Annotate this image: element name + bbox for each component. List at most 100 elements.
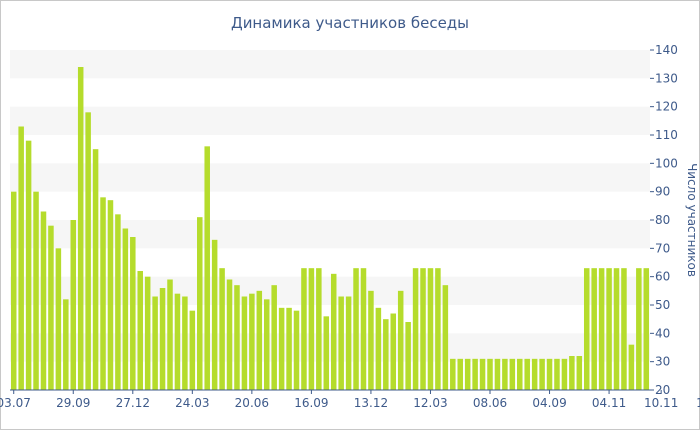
- y-tick-label: 30: [655, 355, 670, 369]
- x-tick-label: 13.12: [354, 396, 388, 410]
- grid-band: [10, 333, 650, 362]
- bars: [10, 67, 650, 390]
- bar: [397, 290, 404, 390]
- bar: [48, 225, 54, 390]
- bar: [390, 313, 397, 390]
- grid-band: [10, 106, 650, 135]
- bar: [40, 211, 47, 390]
- y-tick-labels: 20 30 40 50 60 70 80 90 100 110 120 130 140: [650, 43, 678, 397]
- bar: [368, 290, 374, 390]
- bar: [435, 268, 441, 390]
- bar: [182, 296, 188, 390]
- bar: [442, 285, 449, 390]
- bar: [427, 268, 434, 390]
- bar: [25, 140, 32, 390]
- bar: [360, 268, 367, 390]
- y-tick-label: 110: [655, 128, 678, 142]
- bar: [122, 228, 129, 390]
- bar: [591, 268, 597, 390]
- x-tick-label: 03.07: [0, 396, 31, 410]
- bar: [77, 67, 84, 390]
- bar: [167, 279, 173, 390]
- bar: [353, 268, 359, 390]
- bar: [204, 146, 210, 390]
- y-tick-label: 130: [655, 71, 678, 85]
- bar: [130, 237, 136, 390]
- bar: [583, 268, 590, 390]
- bar: [487, 358, 493, 390]
- bar: [137, 271, 143, 390]
- bar: [375, 307, 382, 390]
- bar: [554, 358, 560, 390]
- grid-band: [10, 50, 650, 79]
- grid-band: [10, 163, 650, 192]
- bar: [338, 296, 344, 390]
- bar: [70, 220, 77, 390]
- bar: [383, 319, 389, 390]
- bar: [308, 268, 315, 390]
- bar: [494, 358, 501, 390]
- bar: [546, 358, 553, 390]
- bar: [241, 296, 248, 390]
- bar: [450, 358, 456, 390]
- y-tick-label: 40: [655, 326, 670, 340]
- y-axis-label: Число участников: [685, 163, 699, 277]
- bar: [636, 268, 642, 390]
- bar: [234, 285, 240, 390]
- x-tick-label: 27.12: [116, 396, 150, 410]
- bar: [197, 217, 203, 390]
- bar: [531, 358, 538, 390]
- bar: [219, 268, 225, 390]
- bar: [211, 239, 218, 390]
- bar: [263, 299, 270, 390]
- x-tick-label: 16.11: [696, 396, 700, 410]
- y-tick-label: 20: [655, 383, 670, 397]
- x-tick-labels: 03.07 29.09 27.12 24.03 20.06 16.09 13.12 12.03…: [0, 390, 700, 410]
- bar: [561, 358, 568, 390]
- bar: [256, 290, 263, 390]
- bar: [613, 268, 620, 390]
- x-tick-label: 29.09: [56, 396, 90, 410]
- bar: [174, 293, 181, 390]
- bar: [293, 310, 300, 390]
- bar: [539, 358, 545, 390]
- bar: [598, 268, 605, 390]
- bar: [457, 358, 463, 390]
- bar: [278, 307, 285, 390]
- bar: [628, 344, 635, 390]
- bar: [115, 214, 121, 390]
- bar: [271, 285, 277, 390]
- x-tick-label: 04.11: [592, 396, 626, 410]
- bar: [502, 358, 508, 390]
- bar: [606, 268, 612, 390]
- bar: [249, 293, 255, 390]
- bar: [420, 268, 426, 390]
- bar: [524, 358, 530, 390]
- bar: [517, 358, 523, 390]
- bar: [18, 126, 24, 390]
- bar: [63, 299, 69, 390]
- y-tick-label: 60: [655, 270, 670, 284]
- bar: [316, 268, 322, 390]
- y-tick-label: 100: [655, 156, 678, 170]
- bar: [144, 276, 151, 390]
- bar: [55, 248, 62, 390]
- y-tick-label: 50: [655, 298, 670, 312]
- bar: [10, 191, 17, 390]
- y-tick-label: 120: [655, 100, 678, 114]
- grid-band: [10, 276, 650, 305]
- y-tick-label: 80: [655, 213, 670, 227]
- bar: [509, 358, 516, 390]
- y-tick-label: 90: [655, 185, 670, 199]
- bar: [159, 288, 166, 390]
- bar: [479, 358, 486, 390]
- x-tick-label: 04.09: [532, 396, 566, 410]
- x-tick-label: 24.03: [175, 396, 209, 410]
- bar: [323, 316, 330, 390]
- bar: [301, 268, 307, 390]
- bar: [569, 356, 575, 390]
- bar: [576, 356, 583, 390]
- bar: [412, 268, 419, 390]
- bar: [92, 149, 99, 390]
